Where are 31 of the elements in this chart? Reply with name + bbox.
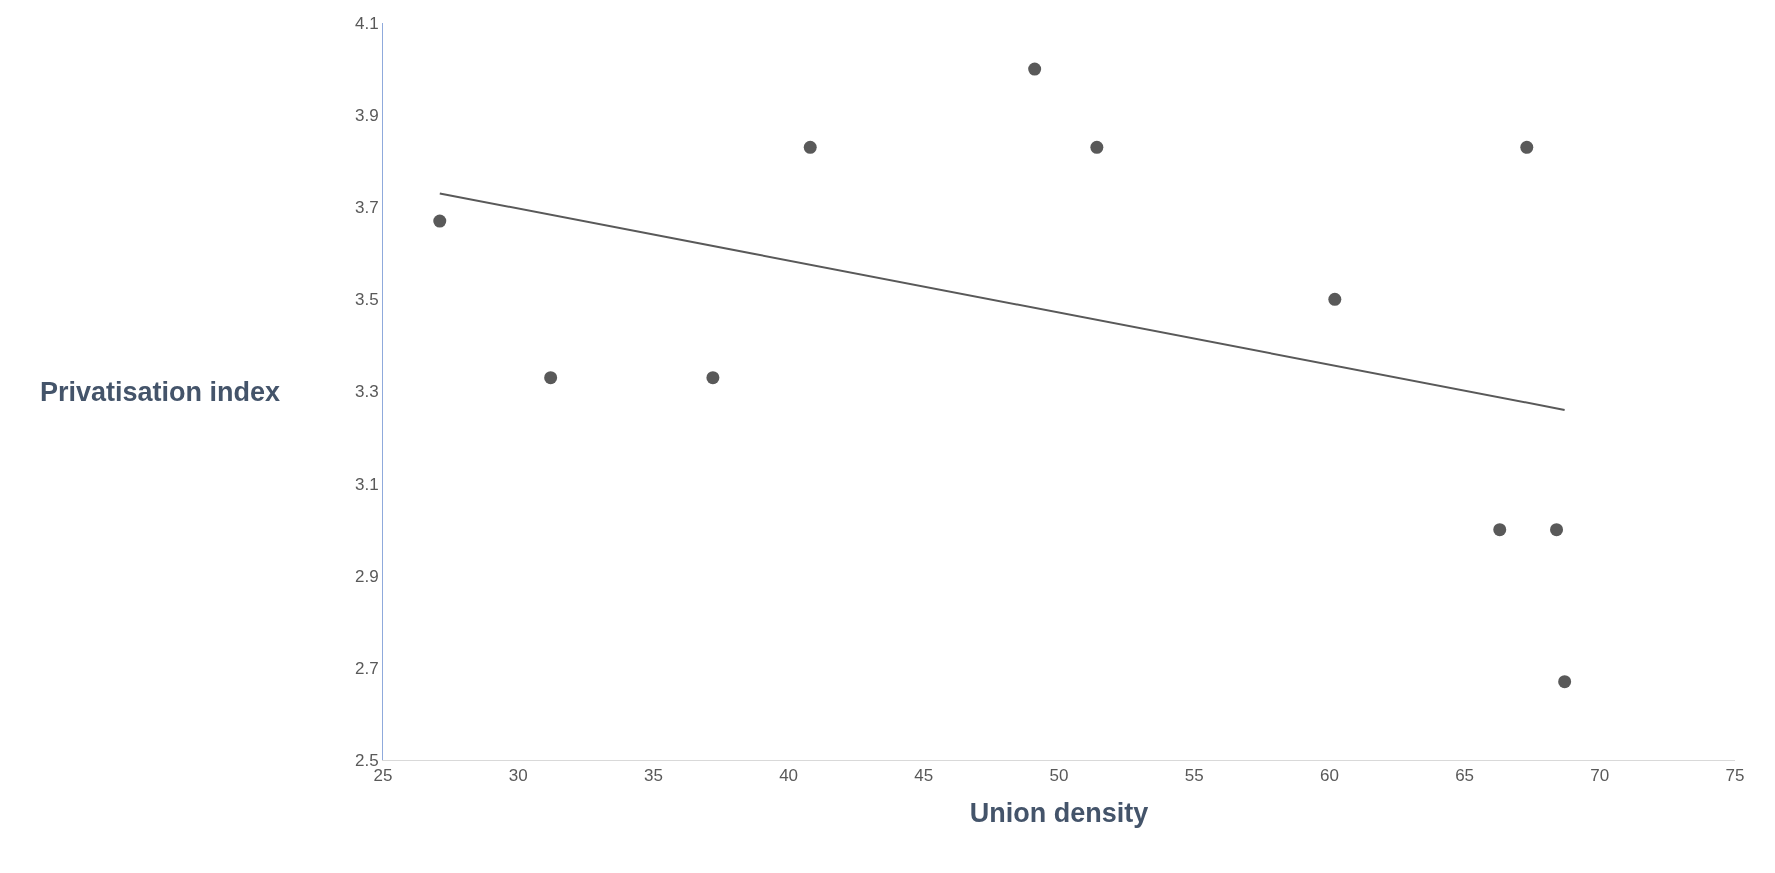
point [433, 214, 447, 228]
y-tick-label: 4.1 [354, 13, 379, 33]
x-axis-title: Union density [969, 797, 1149, 828]
y-tick-label: 3.1 [354, 474, 379, 494]
point [544, 371, 558, 385]
y-tick-label: 3.9 [354, 106, 379, 126]
x-tick-label: 55 [1184, 766, 1204, 786]
x-tick-label: 40 [779, 766, 799, 786]
y-tick-label: 3.5 [354, 290, 379, 310]
x-tick-label: 35 [643, 766, 663, 786]
y-tick-label: 2.9 [354, 566, 379, 586]
point [1090, 140, 1104, 154]
point [1493, 523, 1507, 537]
point [803, 140, 817, 154]
y-tick-label: 3.7 [354, 198, 379, 218]
x-tick-label: 60 [1319, 766, 1339, 786]
x-tick-label: 30 [508, 766, 528, 786]
x-tick-label: 75 [1725, 766, 1745, 786]
point [706, 371, 720, 385]
x-tick-label: 70 [1590, 766, 1610, 786]
point [1520, 140, 1534, 154]
point [1028, 62, 1042, 76]
point [1328, 292, 1342, 306]
y-axis-title: Privatisation index [40, 377, 281, 407]
x-tick-label: 45 [914, 766, 934, 786]
x-tick-label: 65 [1455, 766, 1475, 786]
point [1550, 523, 1564, 537]
y-tick-label: 2.7 [354, 658, 379, 678]
point [1558, 675, 1572, 689]
y-tick-label: 3.3 [354, 382, 379, 402]
x-tick-label: 50 [1049, 766, 1069, 786]
